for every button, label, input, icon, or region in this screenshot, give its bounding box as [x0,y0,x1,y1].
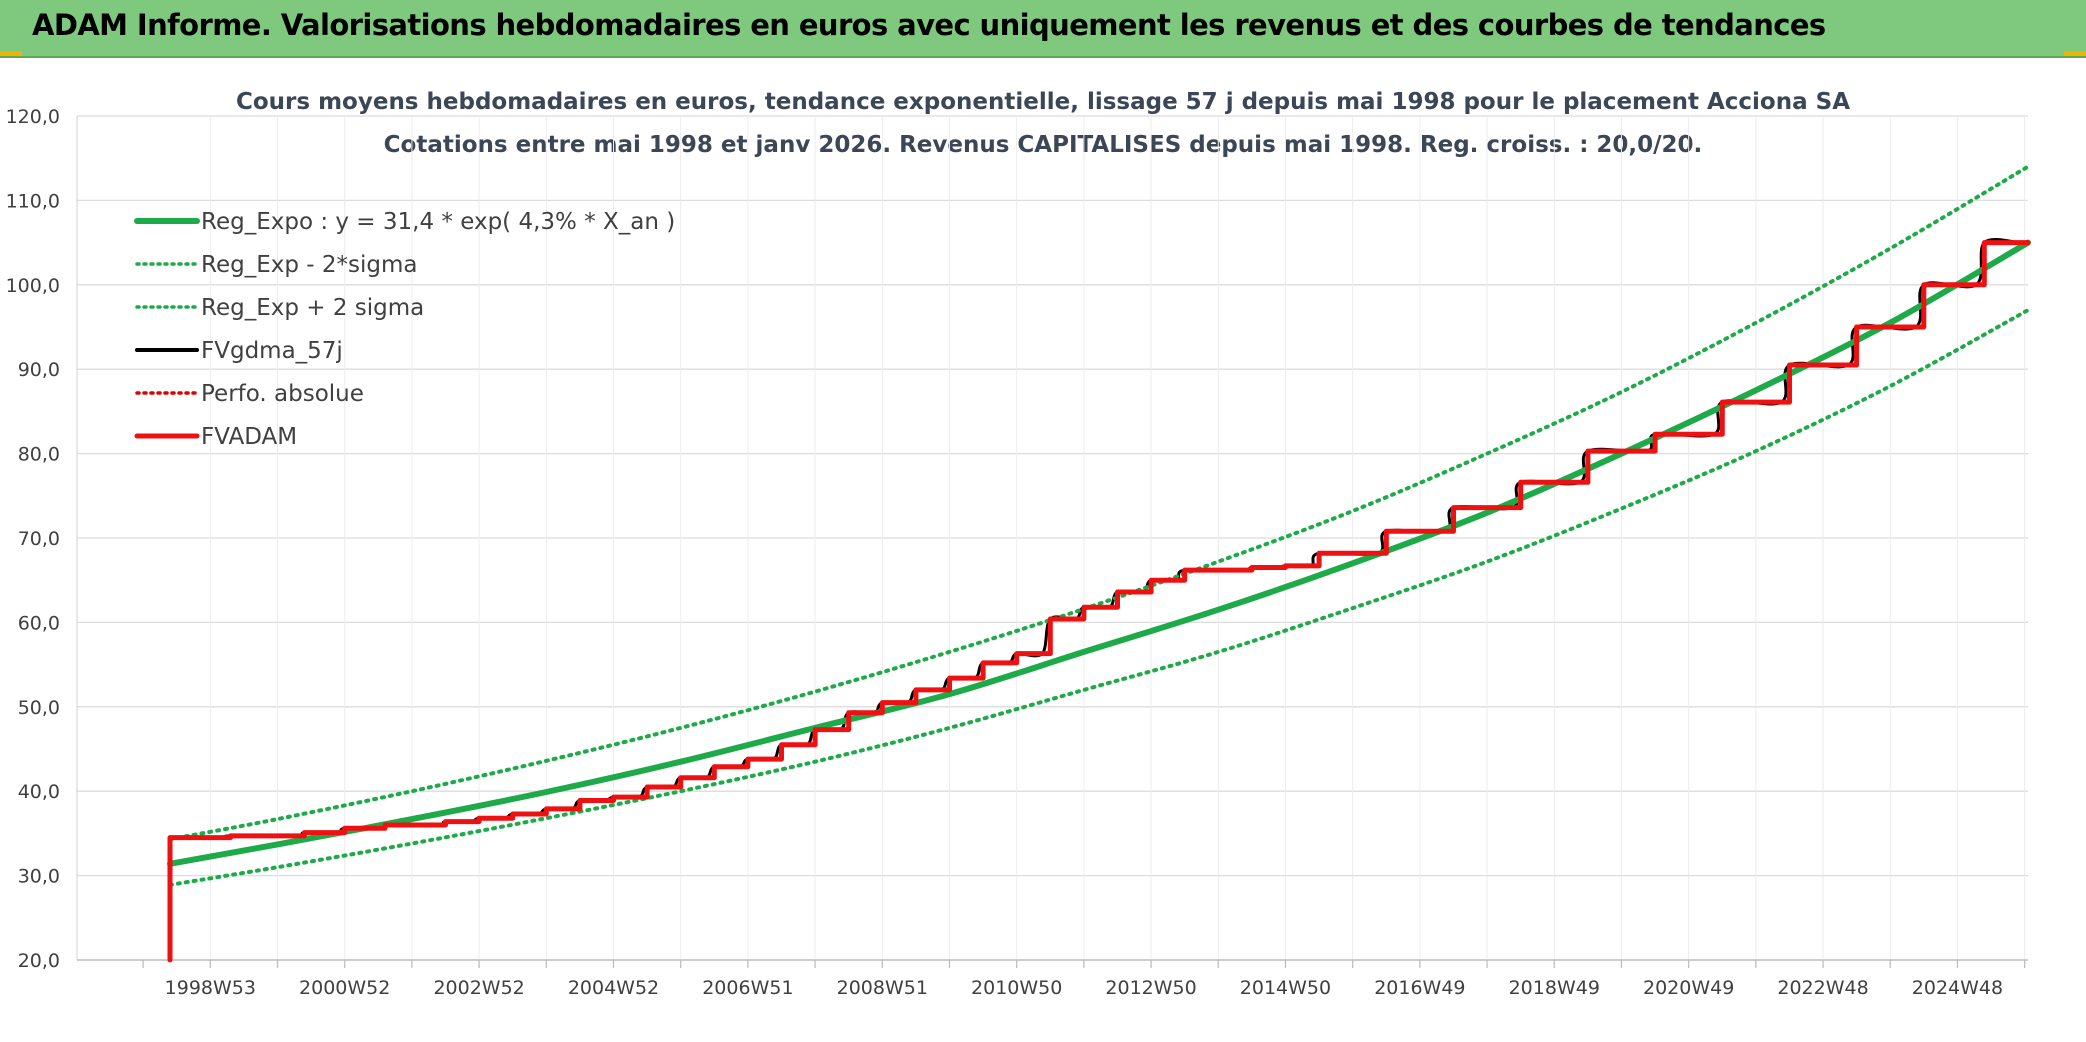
series-line-fvadam [167,240,2031,963]
y-tick-label: 80,0 [18,444,60,466]
legend-label: Reg_Expo : y = 31,4 * exp( 4,3% * X_an ) [201,209,675,235]
legend-label: Reg_Exp + 2 sigma [201,295,424,321]
y-tick-label: 110,0 [6,190,60,212]
x-tick-label: 2016W49 [1374,977,1465,999]
accent-corner-left [0,51,22,56]
y-tick-label: 70,0 [18,528,60,550]
y-tick-label: 40,0 [18,781,60,803]
legend-label: FVADAM [201,424,297,450]
x-tick-label: 2018W49 [1509,977,1600,999]
chart: Cours moyens hebdomadaires en euros, ten… [6,89,2031,999]
grid [77,115,2028,961]
x-tick-label: 2008W51 [837,977,928,999]
y-tick-label: 120,0 [6,106,60,128]
x-tick-label: 2014W50 [1240,977,1331,999]
y-tick-label: 100,0 [6,275,60,297]
chart-title: Cours moyens hebdomadaires en euros, ten… [236,89,1850,115]
chart-area: Cours moyens hebdomadaires en euros, ten… [0,58,2086,1038]
x-tick-label: 2024W48 [1912,977,2003,999]
x-tick-label: 2022W48 [1777,977,1868,999]
x-tick-label: 2006W51 [702,977,793,999]
report-header: ADAM Informe. Valorisations hebdomadaire… [0,0,2086,58]
accent-corner-right [2064,51,2086,56]
legend: Reg_Expo : y = 31,4 * exp( 4,3% * X_an )… [134,209,675,450]
y-tick-label: 90,0 [18,359,60,381]
x-tick-label: 2020W49 [1643,977,1734,999]
x-tick-label: 2004W52 [568,977,659,999]
x-tick-label: 2002W52 [433,977,524,999]
x-tick-label: 1998W53 [165,977,256,999]
series-line-reg-exp-2-sigma [168,308,2030,887]
x-tick-label: 2010W50 [971,977,1062,999]
y-tick-label: 50,0 [18,697,60,719]
report-title: ADAM Informe. Valorisations hebdomadaire… [32,8,1826,42]
y-tick-label: 20,0 [18,950,60,972]
series [167,164,2031,963]
y-tick-label: 30,0 [18,866,60,888]
axes: 20,0 30,0 40,0 50,0 60,0 70,0 80,0 90,0 100,0 110… [6,106,2028,999]
x-tick-label: 2012W50 [1105,977,1196,999]
chart-subtitle: Cotations entre mai 1998 et janv 2026. R… [384,132,1703,158]
legend-label: FVgdma_57j [201,338,343,364]
legend-label: Perfo. absolue [201,381,364,407]
series-line-reg-expo-y-31-4-exp-4-3-x-an [167,239,2031,867]
x-tick-label: 2000W52 [299,977,390,999]
series-line-reg-exp-2-sigma [168,164,2030,842]
legend-label: Reg_Exp - 2*sigma [201,252,417,278]
y-tick-label: 60,0 [18,612,60,634]
